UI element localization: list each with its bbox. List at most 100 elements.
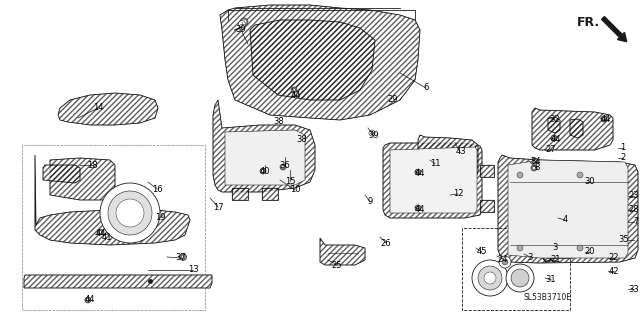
Text: 18: 18 xyxy=(86,160,97,169)
Circle shape xyxy=(116,199,144,227)
Circle shape xyxy=(99,231,102,234)
Text: 29: 29 xyxy=(388,94,398,103)
Text: 13: 13 xyxy=(188,265,198,275)
Circle shape xyxy=(262,169,264,173)
Polygon shape xyxy=(213,100,315,192)
Text: 39: 39 xyxy=(369,131,380,140)
Circle shape xyxy=(369,130,375,136)
Circle shape xyxy=(181,255,185,259)
Polygon shape xyxy=(570,119,583,138)
Text: 39: 39 xyxy=(236,26,246,34)
Circle shape xyxy=(478,266,502,290)
Text: 8: 8 xyxy=(534,164,540,173)
Text: 44: 44 xyxy=(291,92,301,100)
Text: 17: 17 xyxy=(212,203,223,211)
Text: 20: 20 xyxy=(585,248,595,256)
Text: 37: 37 xyxy=(175,254,186,263)
Circle shape xyxy=(417,206,419,210)
Text: 44: 44 xyxy=(601,115,611,124)
Circle shape xyxy=(552,137,556,139)
Text: 26: 26 xyxy=(381,239,391,248)
Polygon shape xyxy=(43,165,80,183)
Circle shape xyxy=(577,245,583,251)
Text: 43: 43 xyxy=(456,147,467,157)
Text: 30: 30 xyxy=(585,177,595,187)
Text: 35: 35 xyxy=(619,235,629,244)
Polygon shape xyxy=(232,188,248,200)
Circle shape xyxy=(179,254,186,261)
Circle shape xyxy=(100,183,160,243)
Text: 24: 24 xyxy=(498,255,508,263)
Circle shape xyxy=(511,269,529,287)
Polygon shape xyxy=(58,93,158,125)
Text: 3: 3 xyxy=(552,243,557,253)
Circle shape xyxy=(601,116,607,122)
Polygon shape xyxy=(480,165,494,177)
Circle shape xyxy=(260,168,266,174)
Circle shape xyxy=(291,87,297,93)
Text: 44: 44 xyxy=(415,169,425,179)
Text: SL53B3710E: SL53B3710E xyxy=(524,293,572,302)
Text: 27: 27 xyxy=(546,145,556,154)
Polygon shape xyxy=(250,20,375,100)
Circle shape xyxy=(484,272,496,284)
Polygon shape xyxy=(508,160,628,258)
Text: 9: 9 xyxy=(367,197,372,206)
Text: 44: 44 xyxy=(84,295,95,305)
Text: 21: 21 xyxy=(551,256,561,264)
Text: 28: 28 xyxy=(628,205,639,214)
Polygon shape xyxy=(50,158,115,200)
Polygon shape xyxy=(262,188,278,200)
Polygon shape xyxy=(24,275,212,288)
Circle shape xyxy=(292,88,296,92)
FancyArrow shape xyxy=(602,17,627,42)
Circle shape xyxy=(97,229,103,235)
Circle shape xyxy=(417,170,419,174)
Text: 42: 42 xyxy=(609,266,620,276)
Polygon shape xyxy=(418,135,478,188)
Circle shape xyxy=(415,205,421,211)
Text: 45: 45 xyxy=(477,248,487,256)
Circle shape xyxy=(502,259,508,265)
Circle shape xyxy=(506,264,534,292)
Text: 15: 15 xyxy=(285,176,295,186)
Text: 36: 36 xyxy=(280,161,291,170)
Text: 33: 33 xyxy=(628,285,639,293)
Polygon shape xyxy=(383,143,482,218)
Polygon shape xyxy=(532,108,613,150)
Circle shape xyxy=(108,191,152,235)
Circle shape xyxy=(86,299,90,301)
Polygon shape xyxy=(480,200,494,212)
Text: 10: 10 xyxy=(290,186,300,195)
Circle shape xyxy=(517,172,523,178)
Circle shape xyxy=(415,169,421,175)
Text: 25: 25 xyxy=(332,261,342,270)
Text: 12: 12 xyxy=(452,189,463,198)
Text: 11: 11 xyxy=(429,160,440,168)
Text: 3: 3 xyxy=(527,253,532,262)
Text: 44: 44 xyxy=(96,229,106,239)
Text: 34: 34 xyxy=(531,158,541,167)
Text: 4: 4 xyxy=(563,216,568,225)
Circle shape xyxy=(532,158,538,164)
Circle shape xyxy=(531,165,537,171)
Polygon shape xyxy=(220,5,420,120)
Circle shape xyxy=(472,260,508,296)
Circle shape xyxy=(85,297,91,303)
Text: 6: 6 xyxy=(423,84,429,93)
Polygon shape xyxy=(548,117,560,133)
Text: 40: 40 xyxy=(260,167,270,176)
Text: 19: 19 xyxy=(155,213,165,222)
Polygon shape xyxy=(390,147,477,213)
Circle shape xyxy=(517,245,523,251)
Circle shape xyxy=(602,117,605,121)
Text: 14: 14 xyxy=(93,103,103,113)
Text: 31: 31 xyxy=(546,276,556,285)
Text: 44: 44 xyxy=(551,135,561,144)
Text: 38: 38 xyxy=(274,116,284,125)
Text: 23: 23 xyxy=(628,191,639,201)
Text: 38: 38 xyxy=(296,136,307,145)
Circle shape xyxy=(239,20,246,27)
Text: 32: 32 xyxy=(550,115,560,124)
Text: 16: 16 xyxy=(152,184,163,194)
